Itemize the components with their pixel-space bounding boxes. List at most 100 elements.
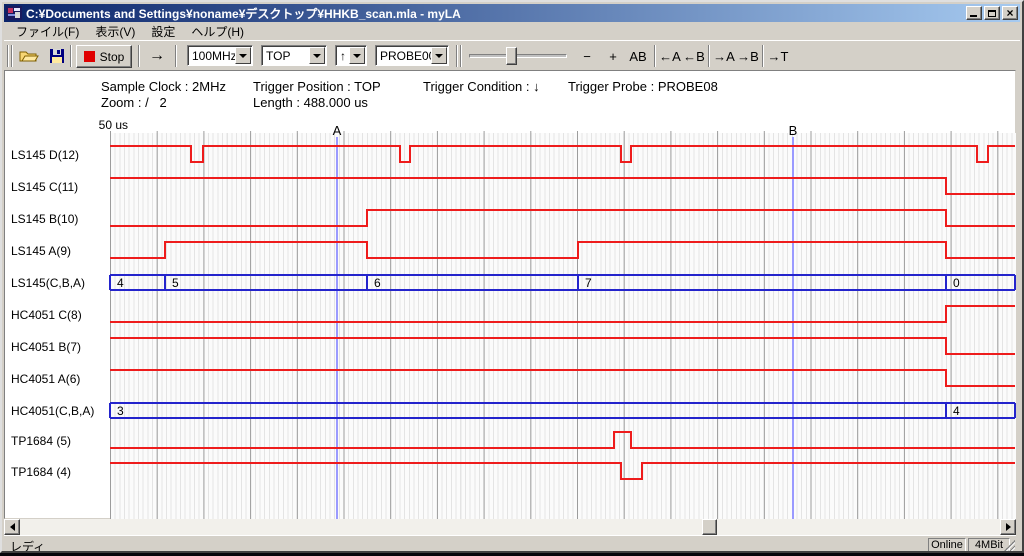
chevron-down-icon[interactable] xyxy=(309,47,325,64)
open-file-button[interactable] xyxy=(16,45,42,67)
status-ready-text: レディ xyxy=(10,540,46,553)
info-trigger-condition: Trigger Condition : ↓ xyxy=(423,79,540,94)
toolbar-separator xyxy=(175,45,177,67)
ab-range-button[interactable]: AB xyxy=(629,48,647,64)
stop-label: Stop xyxy=(99,49,125,64)
chevron-down-icon[interactable] xyxy=(235,47,251,64)
trigger-edge-value: ↑ xyxy=(340,48,346,63)
marker-a-left-button[interactable]: ←A xyxy=(659,48,681,64)
menu-item-file[interactable]: ファイル(F) xyxy=(16,24,80,39)
goto-marker-b-button[interactable]: →B xyxy=(737,48,759,64)
toolbar-separator xyxy=(708,45,710,67)
plot-fine-grid xyxy=(110,133,1016,519)
run-arrow-icon: → xyxy=(149,47,165,64)
trigger-position-combo[interactable]: TOP xyxy=(261,45,327,66)
scroll-right-button[interactable] xyxy=(1000,519,1016,535)
horizontal-scrollbar[interactable] xyxy=(4,519,1016,535)
scroll-left-button[interactable] xyxy=(4,519,20,535)
info-sample-clock: Sample Clock : 2MHz xyxy=(101,79,226,94)
toolbar-separator xyxy=(654,45,656,67)
waveform-trace xyxy=(110,369,1015,387)
title-bar: C:¥Documents and Settings¥noname¥デスクトップ¥… xyxy=(4,4,1020,22)
arrow-left-icon xyxy=(6,523,15,531)
channel-label: LS145 A(9) xyxy=(11,244,71,258)
chevron-down-icon[interactable] xyxy=(349,47,365,64)
toolbar-grip xyxy=(7,45,9,67)
menu-item-view[interactable]: 表示(V) xyxy=(95,24,136,39)
zoom-in-button[interactable]: + xyxy=(609,48,617,64)
window-title: C:¥Documents and Settings¥noname¥デスクトップ¥… xyxy=(26,6,461,21)
waveform-trace xyxy=(110,241,1015,259)
bus-value: 4 xyxy=(953,404,960,418)
marker-b-label: B xyxy=(789,123,798,138)
marker-b-left-button[interactable]: ←B xyxy=(683,48,705,64)
toolbar-separator xyxy=(138,45,140,67)
trigger-probe-value: PROBE00 xyxy=(380,48,431,63)
stop-button[interactable]: Stop xyxy=(76,45,132,68)
minimize-icon xyxy=(970,15,977,17)
channel-label: TP1684 (5) xyxy=(11,434,71,448)
channel-label: TP1684 (4) xyxy=(11,465,71,479)
toolbar-separator xyxy=(762,45,764,67)
bus-value: 6 xyxy=(374,276,381,290)
toolbar-separator xyxy=(70,45,72,67)
trigger-position-value: TOP xyxy=(266,48,291,63)
toolbar-separator xyxy=(456,45,458,67)
trigger-edge-combo[interactable]: ↑ xyxy=(335,45,367,66)
marker-a-label: A xyxy=(333,123,342,138)
menu-item-help[interactable]: ヘルプ(H) xyxy=(191,24,245,39)
waveform-plot[interactable]: 50 us A B LS145 D(12) LS145 C(11) LS145 B(10)… xyxy=(5,71,1017,520)
bus-value: 0 xyxy=(953,276,960,290)
status-online-badge: Online xyxy=(928,538,966,551)
resize-grip[interactable] xyxy=(1003,540,1015,551)
info-length: Length : 488.000 us xyxy=(253,95,368,110)
zoom-out-button[interactable]: − xyxy=(583,48,591,64)
channel-label: HC4051(C,B,A) xyxy=(11,404,94,418)
info-trigger-probe: Trigger Probe : PROBE08 xyxy=(568,79,718,94)
waveform-trace xyxy=(110,145,1015,163)
bus-value: 5 xyxy=(172,276,179,290)
channel-label: LS145 C(11) xyxy=(11,180,78,194)
close-icon: × xyxy=(1006,6,1014,20)
minimize-button[interactable] xyxy=(966,6,982,20)
sample-clock-combo[interactable]: 100MHz xyxy=(187,45,253,66)
goto-marker-a-button[interactable]: →A xyxy=(713,48,735,64)
zoom-slider-track[interactable] xyxy=(469,54,567,58)
waveform-trace xyxy=(110,177,1015,195)
toolbar: Stop → 100MHz TOP ↑ PROBE00 − + AB xyxy=(4,40,1020,70)
zoom-slider-thumb[interactable] xyxy=(506,47,517,65)
save-button[interactable] xyxy=(44,45,70,67)
maximize-button[interactable] xyxy=(984,6,1000,20)
toolbar-grip xyxy=(11,45,13,67)
close-button[interactable]: × xyxy=(1002,6,1018,20)
waveform-trace xyxy=(110,209,1015,227)
maximize-icon xyxy=(988,9,996,17)
channel-label: LS145 D(12) xyxy=(11,148,79,162)
info-zoom: Zoom : / 2 xyxy=(101,95,167,110)
app-icon xyxy=(6,6,22,20)
stop-square-icon xyxy=(83,51,95,62)
toolbar-separator xyxy=(460,45,462,67)
channel-label: HC4051 C(8) xyxy=(11,308,82,322)
arrow-right-icon xyxy=(1005,523,1015,531)
menu-bar: ファイル(F) 表示(V) 設定 ヘルプ(H) xyxy=(4,22,1020,40)
chevron-down-icon[interactable] xyxy=(431,47,447,64)
menu-item-settings[interactable]: 設定 xyxy=(151,24,176,39)
waveform-trace xyxy=(110,305,1015,323)
sample-clock-value: 100MHz xyxy=(192,48,235,63)
waveform-view[interactable]: Sample Clock : 2MHz Trigger Position : T… xyxy=(4,70,1016,519)
channel-label: HC4051 B(7) xyxy=(11,340,81,354)
goto-trigger-button[interactable]: →T xyxy=(767,48,789,64)
scrollbar-thumb[interactable] xyxy=(702,519,717,535)
bus-value: 7 xyxy=(585,276,592,290)
timescale-label: 50 us xyxy=(99,118,128,132)
bus-value: 3 xyxy=(117,404,124,418)
channel-label: LS145(C,B,A) xyxy=(11,276,85,290)
info-trigger-position: Trigger Position : TOP xyxy=(253,79,381,94)
waveform-trace xyxy=(110,431,1015,449)
run-button[interactable]: → xyxy=(143,45,171,67)
status-bar: レディ Online 4MBit xyxy=(4,535,1016,553)
trigger-probe-combo[interactable]: PROBE00 xyxy=(375,45,449,66)
channel-label: HC4051 A(6) xyxy=(11,372,80,386)
